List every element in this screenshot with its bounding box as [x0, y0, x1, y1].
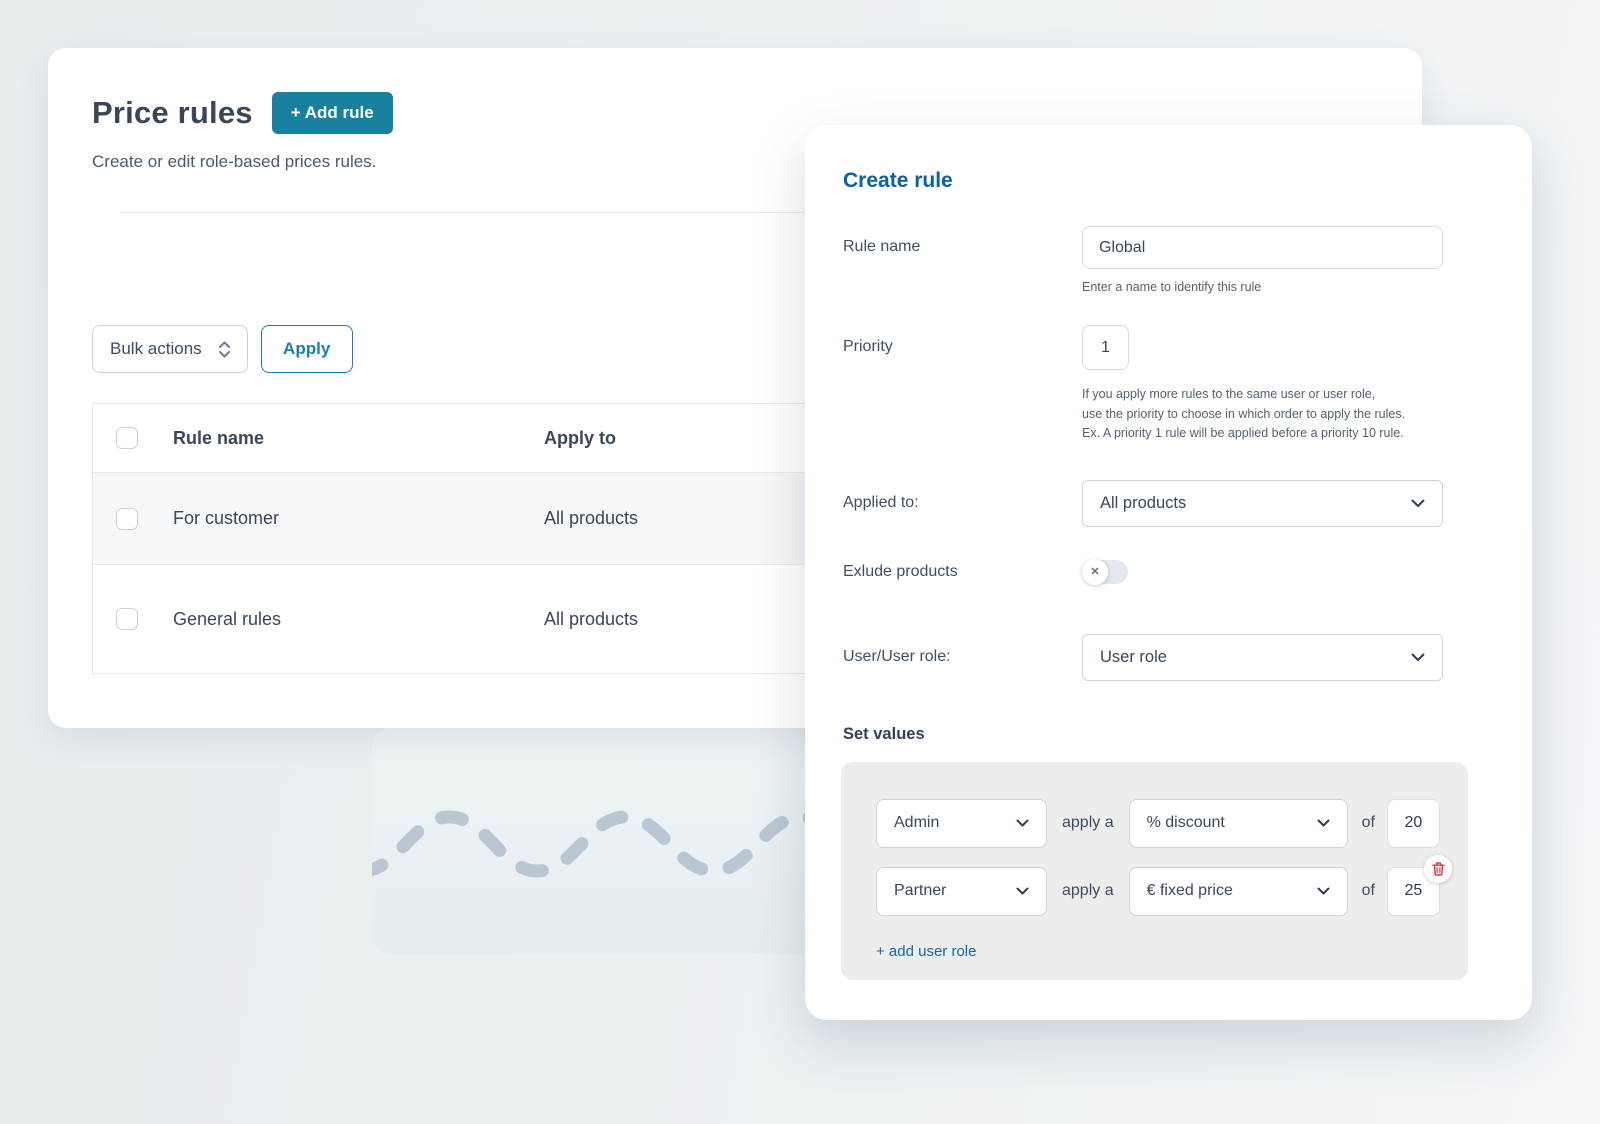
row-checkbox[interactable] — [116, 608, 138, 630]
user-role-selected-value: User role — [1100, 647, 1167, 666]
rule-name-cell: General rules — [173, 608, 282, 629]
applied-to-selected-value: All products — [1100, 493, 1187, 512]
panel-title: Create rule — [843, 169, 953, 192]
column-header-rule-name: Rule name — [173, 427, 265, 448]
applied-to-select[interactable]: All products — [1082, 479, 1443, 527]
apply-to-cell: All products — [544, 608, 639, 629]
apply-to-cell: All products — [544, 508, 639, 528]
page-title: Price rules — [92, 95, 253, 130]
delete-row-button[interactable] — [1424, 854, 1452, 883]
discount-type-select[interactable]: € fixed price — [1128, 866, 1348, 916]
divider — [121, 212, 1422, 213]
rule-name-helper: Enter a name to identify this rule — [1082, 280, 1262, 294]
role-select[interactable]: Admin — [876, 798, 1047, 848]
exclude-products-toggle[interactable]: ✕ — [1082, 558, 1128, 585]
rule-name-label: Rule name — [843, 238, 921, 255]
chevron-up-down-icon — [218, 340, 231, 359]
chevron-down-icon — [1016, 887, 1029, 895]
amount-input[interactable] — [1386, 866, 1440, 916]
role-select[interactable]: Partner — [876, 866, 1047, 916]
discount-type-select[interactable]: % discount — [1128, 798, 1348, 848]
rule-name-cell: For customer — [173, 508, 280, 528]
priority-input[interactable] — [1082, 325, 1129, 371]
toggle-off-x-icon: ✕ — [1082, 558, 1108, 585]
chevron-down-icon — [1317, 819, 1330, 827]
chevron-down-icon — [1317, 887, 1330, 895]
priority-label: Priority — [843, 338, 893, 356]
user-role-label: User/User role: — [843, 647, 951, 665]
value-rule-row: Admin apply a % discount of — [876, 798, 1468, 848]
create-rule-panel: Create rule Rule name Enter a name to id… — [805, 125, 1532, 1020]
set-values-box: Admin apply a % discount of Partne — [841, 761, 1468, 980]
apply-button[interactable]: Apply — [260, 325, 353, 373]
value-rule-row: Partner apply a € fixed price of — [876, 866, 1468, 916]
select-all-checkbox[interactable] — [116, 427, 138, 449]
chevron-down-icon — [1016, 819, 1029, 827]
chevron-down-icon — [1411, 499, 1425, 508]
apply-a-label: apply a — [1062, 882, 1114, 899]
of-label: of — [1361, 814, 1375, 831]
applied-to-label: Applied to: — [843, 493, 919, 511]
of-label: of — [1361, 882, 1375, 899]
chevron-down-icon — [1411, 653, 1425, 662]
set-values-heading: Set values — [843, 724, 925, 743]
add-rule-button[interactable]: + Add rule — [271, 92, 393, 134]
bulk-actions-select[interactable]: Bulk actions — [92, 325, 248, 373]
trash-icon — [1431, 861, 1445, 876]
amount-input[interactable] — [1386, 798, 1440, 848]
column-header-apply-to: Apply to — [544, 427, 616, 448]
apply-a-label: apply a — [1062, 814, 1114, 831]
bulk-actions-selected-value: Bulk actions — [110, 339, 202, 358]
exclude-products-label: Exlude products — [843, 562, 958, 580]
table-header-row: Rule name Apply to — [93, 404, 1394, 472]
user-role-select[interactable]: User role — [1082, 633, 1443, 681]
add-user-role-link[interactable]: + add user role — [876, 942, 977, 960]
rule-name-input[interactable] — [1082, 226, 1443, 269]
priority-helper: If you apply more rules to the same user… — [1082, 387, 1406, 441]
page-subtitle: Create or edit role-based prices rules. — [92, 152, 377, 171]
row-checkbox[interactable] — [116, 507, 138, 530]
